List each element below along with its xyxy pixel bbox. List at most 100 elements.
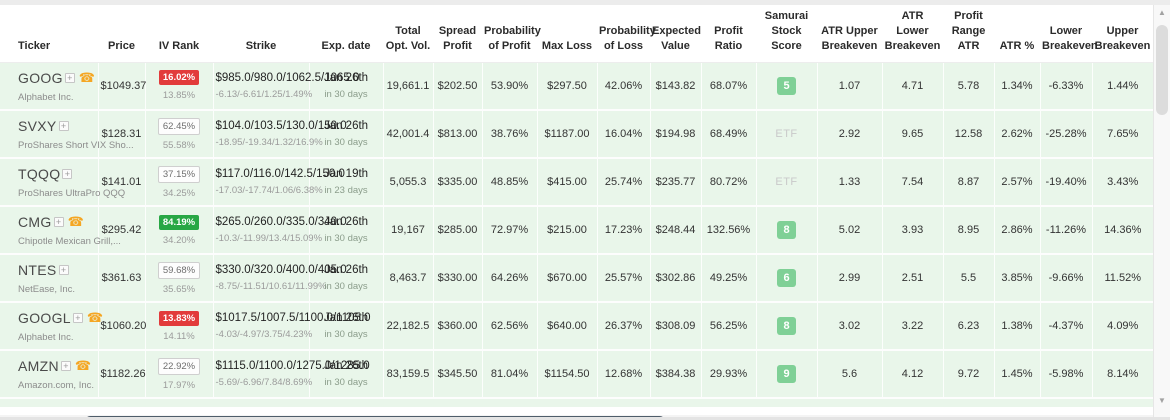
column-header-strike[interactable]: Strike	[213, 5, 309, 63]
stock-score-cell: ETF	[756, 158, 818, 208]
total-volume-cell: 19,661.1	[383, 62, 434, 112]
profit-range-atr-cell: 8.87	[943, 158, 995, 208]
atr-pct-cell: 3.85%	[994, 254, 1041, 304]
profit-ratio-cell: 29.93%	[701, 350, 757, 400]
expand-icon[interactable]: +	[64, 72, 75, 83]
table-row[interactable]: CMG + ☎ Chipotle Mexican Grill,... $295.42…	[0, 206, 1153, 256]
column-header-atr-lower-breakeven[interactable]: ATR Lower Breakeven	[882, 5, 943, 63]
max-loss-cell: $1187.00	[537, 110, 598, 160]
strike-percentages: -4.03/-4.97/3.75/4.23%	[215, 329, 313, 341]
table-row[interactable]: SVXY+☎ ProShares Short VIX Sho... $128.3…	[0, 110, 1153, 160]
prob-loss-cell: 17.23%	[597, 206, 651, 256]
price-cell: $141.01	[98, 158, 146, 208]
expand-icon[interactable]: +	[58, 265, 69, 276]
column-header-exp-date[interactable]: Exp. date	[309, 5, 383, 63]
column-header-ticker[interactable]: Ticker	[0, 5, 98, 63]
company-name: Chipotle Mexican Grill,...	[18, 236, 121, 248]
iv-rank-secondary: 17.97%	[162, 379, 196, 391]
strike-cell: $104.0/103.5/130.0/150.0 -18.95/-19.34/1…	[213, 110, 347, 160]
vertical-scrollbar-thumb[interactable]	[1156, 25, 1168, 115]
column-header-upper-breakeven[interactable]: Upper Breakeven	[1092, 5, 1153, 63]
column-header-profit-range-atr[interactable]: Profit Range ATR	[943, 5, 994, 63]
strike-values: $104.0/103.5/130.0/150.0	[215, 120, 347, 133]
prob-loss-cell: 25.74%	[597, 158, 651, 208]
column-header-expected-value[interactable]: Expected Value	[650, 5, 701, 63]
strike-cell: $117.0/116.0/142.5/150.0 -17.03/-17.74/1…	[213, 158, 345, 208]
profit-range-atr-cell: 8.95	[943, 206, 995, 256]
iv-rank-badge: 13.83%	[158, 310, 200, 326]
total-volume-cell: 8,463.7	[383, 254, 434, 304]
exp-date-cell: Jan 26th in 30 days	[309, 206, 384, 256]
company-name: NetEase, Inc.	[18, 284, 76, 296]
ticker-cell: NTES+☎ NetEase, Inc.	[0, 254, 99, 304]
ticker-cell: SVXY+☎ ProShares Short VIX Sho...	[0, 110, 134, 160]
column-header-samurai-stock-score[interactable]: Samurai Stock Score	[756, 5, 817, 63]
prob-profit-cell: 72.97%	[482, 206, 538, 256]
column-header-iv-rank[interactable]: IV Rank	[145, 5, 213, 63]
atr-pct-cell: 1.34%	[994, 62, 1041, 112]
price-cell: $1049.37	[98, 62, 146, 112]
prob-profit-cell: 81.04%	[482, 350, 538, 400]
exp-date: Jan 26th	[323, 360, 369, 373]
ticker-symbol: TQQQ	[18, 166, 61, 183]
upper-breakeven-cell: 4.09%	[1092, 302, 1153, 352]
expand-icon[interactable]: +	[53, 217, 64, 228]
total-volume-cell: 83,159.5	[383, 350, 434, 400]
column-header-spread-profit[interactable]: Spread Profit	[433, 5, 482, 63]
atr-upper-breakeven-cell: 5.6	[817, 350, 883, 400]
stock-score-badge: 8	[777, 221, 796, 240]
window-bottom-edge	[0, 417, 1170, 420]
upper-breakeven-cell: 14.36%	[1092, 206, 1153, 256]
strike-values: $985.0/980.0/1062.5/1065.0	[215, 71, 360, 84]
column-header-prob-profit[interactable]: Probability of Profit	[482, 5, 541, 63]
column-header-total-opt-vol[interactable]: Total Opt. Vol.	[383, 5, 433, 63]
atr-lower-breakeven-cell: 3.93	[882, 206, 944, 256]
ticker-symbol: GOOG	[18, 69, 63, 86]
partially-visible-row	[0, 399, 1153, 408]
table-row[interactable]: GOOGL + ☎ Alphabet Inc. $1060.20 13.83% 14…	[0, 302, 1153, 352]
phone-alert-icon[interactable]: ☎	[86, 310, 104, 326]
table-row[interactable]: TQQQ+☎ ProShares UltraPro QQQ $141.01 37…	[0, 158, 1153, 208]
phone-alert-icon[interactable]: ☎	[74, 358, 92, 374]
table-row[interactable]: NTES+☎ NetEase, Inc. $361.63 59.68% 35.6…	[0, 254, 1153, 304]
phone-alert-icon[interactable]: ☎	[67, 214, 84, 230]
column-header-lower-breakeven[interactable]: Lower Breakeven	[1040, 5, 1098, 63]
ticker-symbol: SVXY	[18, 118, 57, 135]
expand-icon[interactable]: +	[72, 313, 83, 324]
expand-icon[interactable]: +	[62, 169, 73, 180]
iv-rank-cell: 16.02% 13.85%	[145, 62, 214, 112]
prob-profit-cell: 64.26%	[482, 254, 538, 304]
column-header-prob-loss[interactable]: Probability of Loss	[597, 5, 656, 63]
profit-range-atr-cell: 5.5	[943, 254, 995, 304]
column-header-max-loss[interactable]: Max Loss	[537, 5, 597, 63]
days-to-expiry: in 30 days	[324, 329, 368, 341]
column-header-atr-upper-breakeven[interactable]: ATR Upper Breakeven	[817, 5, 882, 63]
scroll-up-icon[interactable]: ▲	[1158, 8, 1166, 17]
profit-ratio-cell: 49.25%	[701, 254, 757, 304]
spread-profit-cell: $202.50	[433, 62, 483, 112]
atr-upper-breakeven-cell: 2.92	[817, 110, 883, 160]
table-row[interactable]: AMZN + ☎ Amazon.com, Inc. $1182.26 22.92% …	[0, 350, 1153, 400]
lower-breakeven-cell: -11.26%	[1040, 206, 1093, 256]
stock-score-cell: 9	[756, 350, 818, 400]
table-row[interactable]: GOOG + ☎ Alphabet Inc. $1049.37 16.02% 13.…	[0, 62, 1153, 112]
vertical-scrollbar[interactable]: ▲ ▼	[1153, 5, 1170, 417]
price-cell: $361.63	[98, 254, 146, 304]
profit-ratio-cell: 80.72%	[701, 158, 757, 208]
iv-rank-cell: 22.92% 17.97%	[145, 350, 214, 400]
expected-value-cell: $143.82	[650, 62, 702, 112]
column-header-price[interactable]: Price	[98, 5, 145, 63]
iv-rank-badge: 16.02%	[158, 70, 200, 86]
expand-icon[interactable]: +	[60, 361, 71, 372]
atr-upper-breakeven-cell: 1.07	[817, 62, 883, 112]
column-header-profit-ratio[interactable]: Profit Ratio	[701, 5, 756, 63]
iv-rank-cell: 62.45% 55.58%	[145, 110, 214, 160]
atr-pct-cell: 1.45%	[994, 350, 1041, 400]
exp-date-cell: Jan 26th in 30 days	[309, 110, 384, 160]
scroll-down-icon[interactable]: ▼	[1158, 396, 1166, 405]
column-header-atr-pct[interactable]: ATR %	[994, 5, 1040, 63]
expand-icon[interactable]: +	[58, 121, 69, 132]
phone-alert-icon[interactable]: ☎	[78, 69, 95, 85]
price-cell: $1060.20	[98, 302, 146, 352]
expected-value-cell: $235.77	[650, 158, 702, 208]
